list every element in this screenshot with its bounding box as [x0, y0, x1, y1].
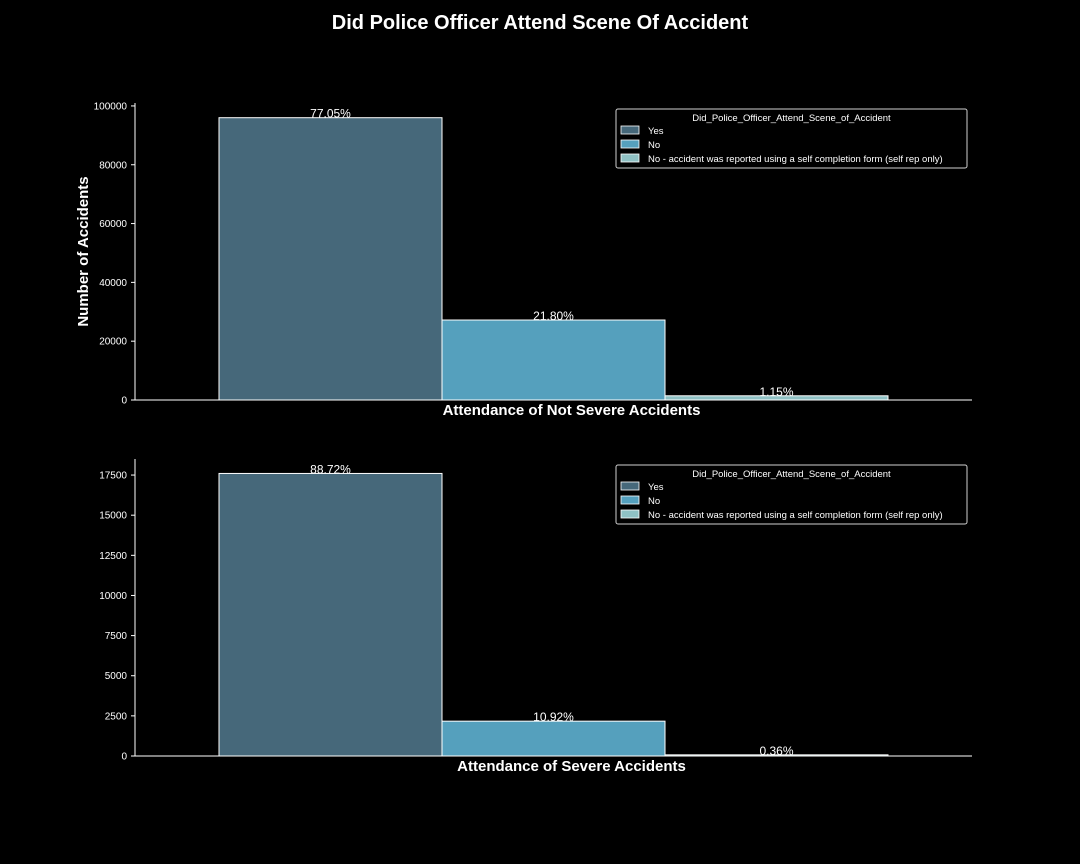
y-tick-label: 100000: [94, 101, 128, 112]
y-tick-label: 0: [121, 752, 127, 763]
bar-1: [218, 472, 443, 757]
bar-data-label: 77.05%: [310, 107, 351, 121]
legend-frame: [615, 464, 968, 525]
chart-panel-1: 0 20000 40000 60000 80000 100000 77.05% 21.80% 1…: [75, 101, 972, 419]
y-tick-label: 40000: [99, 278, 127, 289]
legend-entry: No: [648, 496, 660, 507]
legend-entry: Yes: [648, 126, 664, 137]
legend-swatch: [620, 139, 640, 149]
bar-3: [664, 754, 889, 757]
y-tick-label: 60000: [99, 219, 127, 230]
legend-swatch: [620, 495, 640, 505]
legend-swatch: [620, 509, 640, 519]
bar-1: [218, 117, 443, 401]
legend-title: Did_Police_Officer_Attend_Scene_of_Accid…: [692, 469, 891, 480]
bar-3: [664, 395, 889, 401]
legend-title: Did_Police_Officer_Attend_Scene_of_Accid…: [692, 113, 891, 124]
figure-title: Did Police Officer Attend Scene Of Accid…: [331, 12, 749, 34]
y-tick-label: 20000: [99, 337, 127, 348]
x-axis-label: Attendance of Not Severe Accidents: [443, 402, 701, 419]
x-axis-label: Attendance of Severe Accidents: [457, 758, 686, 775]
bar-2: [441, 319, 666, 401]
bar-2: [441, 720, 666, 757]
y-tick-label: 10000: [99, 591, 127, 602]
y-axis-label: Number of Accidents: [75, 176, 92, 326]
bar-data-label: 21.80%: [533, 309, 574, 323]
legend-swatch: [620, 481, 640, 491]
legend-frame: [615, 108, 968, 169]
legend-swatch: [620, 153, 640, 163]
legend: Did_Police_Officer_Attend_Scene_of_Accid…: [615, 108, 968, 169]
y-tick-label: 5000: [105, 671, 128, 682]
legend-entry: No - accident was reported using a self …: [648, 154, 943, 165]
legend-entry: Yes: [648, 482, 664, 493]
y-tick-label: 12500: [99, 551, 127, 562]
bar-data-label: 0.36%: [759, 744, 793, 758]
legend-entry: No: [648, 140, 660, 151]
y-tick-label: 15000: [99, 511, 127, 522]
bar-data-label: 10.92%: [533, 710, 574, 724]
legend: Did_Police_Officer_Attend_Scene_of_Accid…: [615, 464, 968, 525]
y-tick-label: 7500: [105, 631, 128, 642]
bar-data-label: 88.72%: [310, 462, 351, 476]
legend-swatch: [620, 125, 640, 135]
legend-entry: No - accident was reported using a self …: [648, 510, 943, 521]
y-tick-label: 2500: [105, 711, 128, 722]
y-tick-label: 80000: [99, 160, 127, 171]
chart-panel-2: 0 2500 5000 7500 10000 12500 15000 17500 88.72% 1…: [99, 459, 972, 775]
y-tick-label: 17500: [99, 471, 127, 482]
bar-data-label: 1.15%: [759, 385, 793, 399]
y-tick-label: 0: [121, 396, 127, 407]
